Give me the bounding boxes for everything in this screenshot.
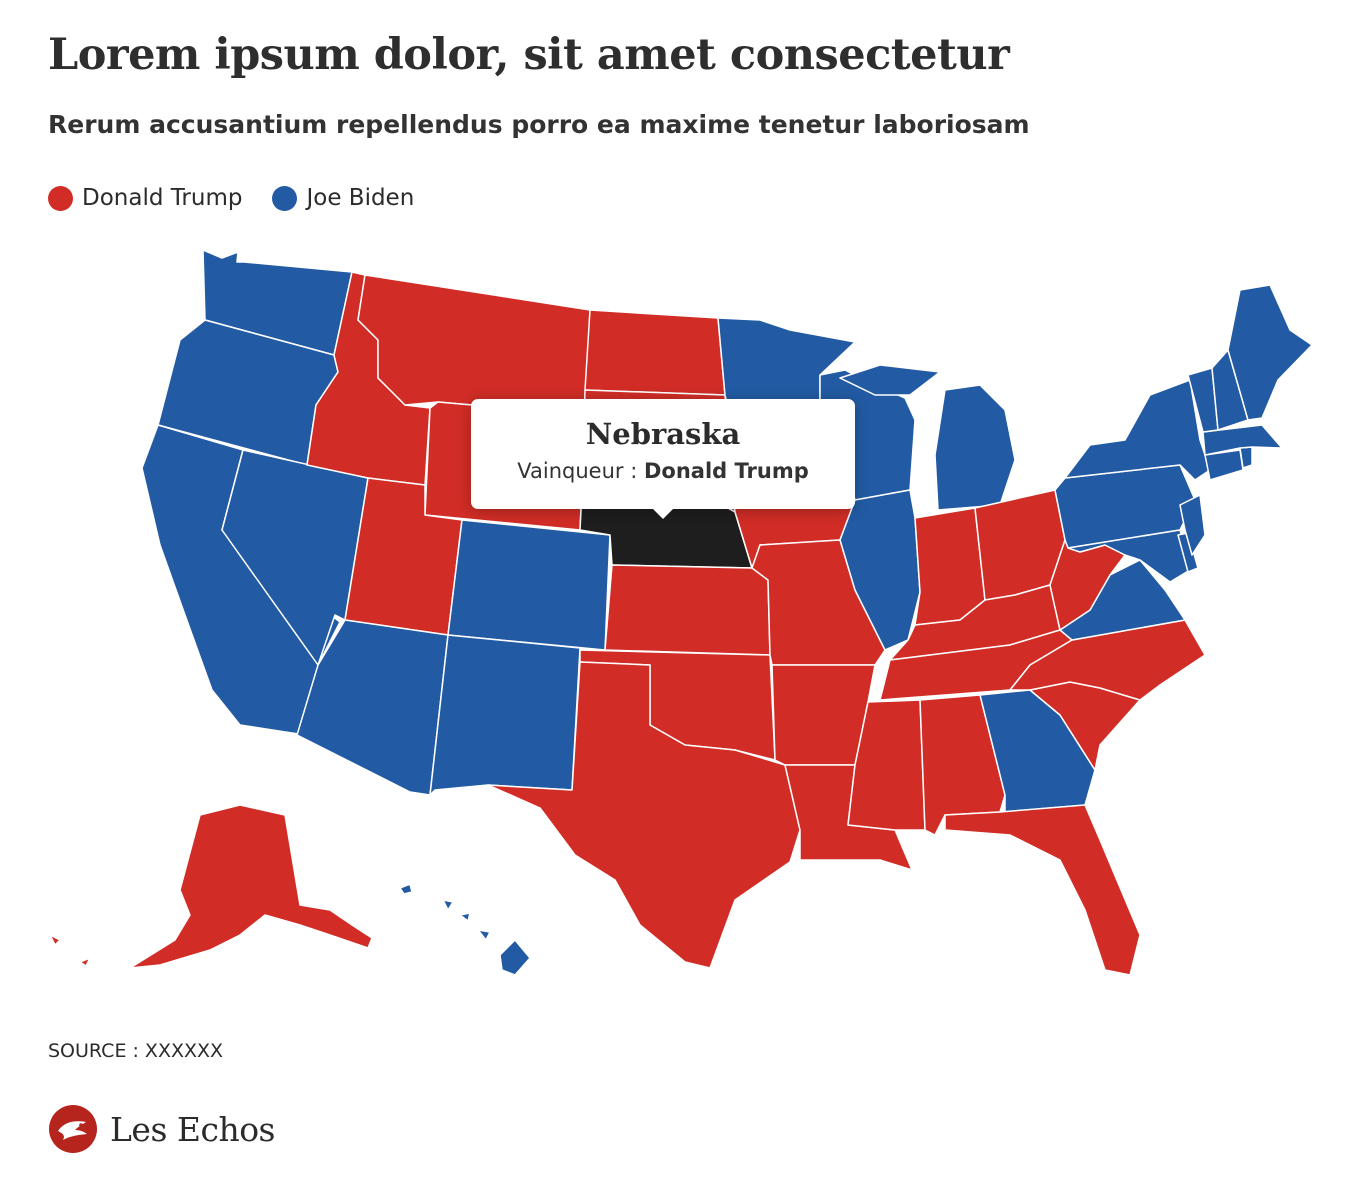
legend-label-trump: Donald Trump xyxy=(82,185,243,211)
legend-dot-trump xyxy=(48,185,73,211)
state-maine[interactable] xyxy=(1227,284,1313,421)
legend-dot-biden xyxy=(272,185,298,211)
tooltip-winner-label: Vainqueur : xyxy=(517,459,638,483)
state-north-dakota[interactable] xyxy=(584,309,726,396)
state-missouri[interactable] xyxy=(751,539,886,666)
tooltip-winner-line: Vainqueur : Donald Trump xyxy=(471,459,855,483)
state-florida[interactable] xyxy=(944,804,1141,976)
state-tooltip: Nebraska Vainqueur : Donald Trump xyxy=(471,399,855,519)
chart-subtitle: Rerum accusantium repellendus porro ea m… xyxy=(48,110,1030,139)
state-north-carolina[interactable] xyxy=(1009,619,1206,701)
state-hawaii[interactable] xyxy=(399,883,531,976)
state-kansas[interactable] xyxy=(604,564,771,656)
state-new-york[interactable] xyxy=(1064,379,1211,481)
state-texas[interactable] xyxy=(487,661,801,969)
state-colorado[interactable] xyxy=(447,519,611,651)
state-rhode-island[interactable] xyxy=(1239,446,1253,469)
legend: Donald Trump Joe Biden xyxy=(48,185,444,211)
legend-item-trump: Donald Trump xyxy=(48,185,242,211)
tooltip-state-name: Nebraska xyxy=(585,417,741,451)
state-connecticut[interactable] xyxy=(1204,449,1244,481)
legend-item-biden: Joe Biden xyxy=(272,185,414,211)
state-massachusetts[interactable] xyxy=(1202,424,1283,456)
us-map xyxy=(49,249,1313,976)
tooltip-winner-name: Donald Trump xyxy=(643,459,809,483)
state-new-jersey[interactable] xyxy=(1179,494,1206,556)
les-echos-emblem-icon xyxy=(49,1105,97,1153)
state-alaska[interactable] xyxy=(49,804,373,969)
source-note: SOURCE : XXXXXX xyxy=(48,1040,224,1062)
state-delaware[interactable] xyxy=(1177,532,1199,573)
state-new-mexico[interactable] xyxy=(429,634,581,796)
state-michigan[interactable] xyxy=(839,364,1016,511)
brand-name: Les Echos xyxy=(110,1109,276,1149)
brand-logo: Les Echos xyxy=(48,1104,276,1154)
chart-title: Lorem ipsum dolor, sit amet consectetur xyxy=(48,30,1010,80)
legend-label-biden: Joe Biden xyxy=(306,185,415,211)
